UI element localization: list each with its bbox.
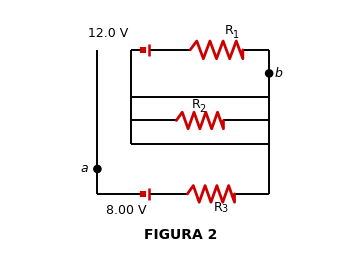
Text: 8.00 V: 8.00 V bbox=[106, 204, 146, 217]
Text: 3: 3 bbox=[222, 204, 228, 214]
Circle shape bbox=[94, 165, 101, 173]
Text: R: R bbox=[225, 24, 234, 37]
Circle shape bbox=[266, 70, 273, 77]
Text: R: R bbox=[214, 201, 222, 214]
Text: R: R bbox=[192, 98, 200, 111]
Text: 2: 2 bbox=[199, 104, 205, 114]
Text: 12.0 V: 12.0 V bbox=[88, 27, 128, 40]
Text: b: b bbox=[275, 67, 283, 80]
Text: FIGURA 2: FIGURA 2 bbox=[144, 229, 217, 242]
Text: 1: 1 bbox=[232, 30, 239, 40]
Text: a: a bbox=[80, 163, 88, 175]
